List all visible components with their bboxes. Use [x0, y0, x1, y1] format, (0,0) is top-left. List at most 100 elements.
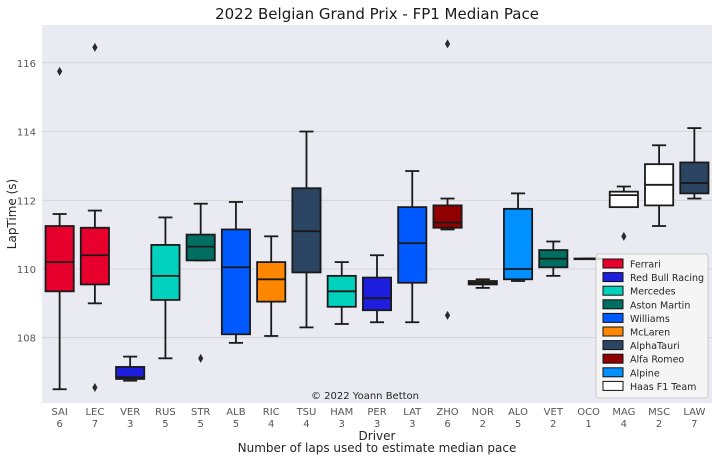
box-mag — [608, 185, 639, 241]
x-tick-laps: 3 — [127, 419, 133, 430]
box-ham — [326, 261, 357, 325]
box-alb — [220, 201, 251, 344]
x-tick-laps: 2 — [550, 419, 556, 430]
box-per — [361, 254, 393, 324]
x-tick-driver: RIC — [263, 407, 280, 418]
legend-swatch — [602, 258, 624, 269]
legend-label: McLaren — [630, 328, 670, 339]
box-str — [185, 202, 216, 363]
legend-item: Aston Martin — [602, 299, 690, 311]
box-ver — [115, 355, 146, 382]
x-tick-laps: 4 — [303, 419, 309, 430]
x-tick-driver: VET — [544, 407, 564, 418]
x-tick-driver: ALO — [508, 407, 528, 418]
legend-swatch — [602, 299, 624, 310]
x-tick-laps: 5 — [233, 419, 239, 430]
chart-title: 2022 Belgian Grand Prix - FP1 Median Pac… — [215, 5, 539, 23]
x-tick-driver: ALB — [226, 407, 245, 418]
x-axis-ticks: SAI6LEC7VER3RUS5STR5ALB5RIC4TSU4HAM3PER3… — [51, 407, 705, 430]
x-tick-driver: HAM — [330, 407, 353, 418]
box-alo — [503, 192, 534, 282]
copyright-annotation: © 2022 Yoann Betton — [311, 391, 419, 402]
x-tick-laps: 4 — [621, 419, 627, 430]
legend-swatch — [602, 367, 624, 378]
x-axis-label: Driver — [359, 429, 396, 443]
x-tick-laps: 6 — [444, 419, 450, 430]
box-lec — [79, 42, 110, 393]
y-axis-ticks: 108 110 112 114 116 — [17, 59, 36, 345]
iqr-box — [361, 276, 393, 312]
x-tick-driver: MAG — [612, 407, 635, 418]
legend-swatch — [602, 340, 624, 351]
box-rus — [150, 216, 181, 360]
legend-swatch — [602, 285, 624, 296]
iqr-box — [256, 261, 287, 303]
legend-item: Alpine — [602, 367, 660, 379]
x-tick-driver: LEC — [85, 407, 104, 418]
box-lat — [397, 170, 428, 324]
legend-frame — [595, 253, 709, 399]
outlier-point — [92, 42, 98, 52]
iqr-box — [150, 244, 181, 301]
box-tsu — [291, 130, 322, 329]
y-tick-label: 108 — [17, 334, 36, 345]
outlier-point — [444, 39, 451, 49]
x-tick-laps: 5 — [197, 419, 203, 430]
legend-label: Aston Martin — [630, 300, 690, 311]
box-msc — [644, 144, 675, 227]
x-tick-driver: SAI — [51, 407, 67, 418]
iqr-box — [115, 366, 146, 380]
y-tick-label: 110 — [17, 265, 36, 276]
legend-label: Mercedes — [630, 287, 676, 298]
iqr-box — [44, 225, 75, 293]
legend-item: Williams — [602, 312, 670, 325]
legend-swatch — [602, 312, 624, 323]
x-tick-driver: OCO — [577, 407, 600, 418]
iqr-box — [220, 228, 251, 336]
legend-label: Williams — [630, 314, 670, 325]
x-tick-laps: 2 — [656, 419, 662, 430]
x-tick-driver: MSC — [648, 407, 670, 418]
y-tick-label: 112 — [17, 196, 36, 207]
outlier-point — [444, 310, 451, 320]
legend-item: McLaren — [602, 326, 670, 339]
legend-item: AlphaTauri — [602, 340, 680, 352]
x-tick-laps: 3 — [339, 419, 345, 430]
box-ric — [256, 235, 287, 337]
iqr-box — [432, 204, 463, 229]
legend-item: Haas F1 Team — [602, 380, 696, 393]
iqr-box — [608, 190, 639, 209]
x-tick-driver: NOR — [472, 407, 494, 418]
x-tick-driver: LAT — [403, 407, 422, 418]
outlier-point — [621, 231, 627, 241]
outlier-point — [57, 66, 63, 76]
x-tick-driver: TSU — [296, 407, 317, 418]
box-series — [44, 39, 710, 393]
x-tick-laps: 5 — [162, 419, 168, 430]
legend-item: Ferrari — [602, 258, 661, 271]
iqr-box — [679, 161, 710, 195]
legend-swatch — [602, 272, 624, 283]
box-sai — [44, 66, 75, 391]
iqr-box — [503, 207, 534, 281]
legend-label: Alfa Romeo — [630, 355, 684, 366]
legend-label: Alpine — [630, 368, 660, 379]
x-tick-driver: ZHO — [436, 407, 458, 418]
x-tick-laps: 4 — [268, 419, 274, 430]
legend-item: Mercedes — [602, 285, 676, 298]
x-tick-laps: 3 — [409, 419, 415, 430]
x-tick-laps: 1 — [585, 419, 591, 430]
x-tick-driver: PER — [367, 407, 386, 418]
x-tick-driver: RUS — [155, 407, 176, 418]
x-tick-laps: 6 — [56, 419, 62, 430]
y-tick-label: 116 — [17, 59, 36, 70]
legend-swatch — [602, 380, 624, 391]
x-tick-laps: 3 — [374, 419, 380, 430]
legend-swatch — [602, 353, 624, 364]
x-tick-laps: 2 — [480, 419, 486, 430]
legend-label: Red Bull Racing — [630, 273, 704, 284]
x-tick-laps: 7 — [92, 419, 98, 430]
x-tick-driver: LAW — [683, 407, 705, 418]
